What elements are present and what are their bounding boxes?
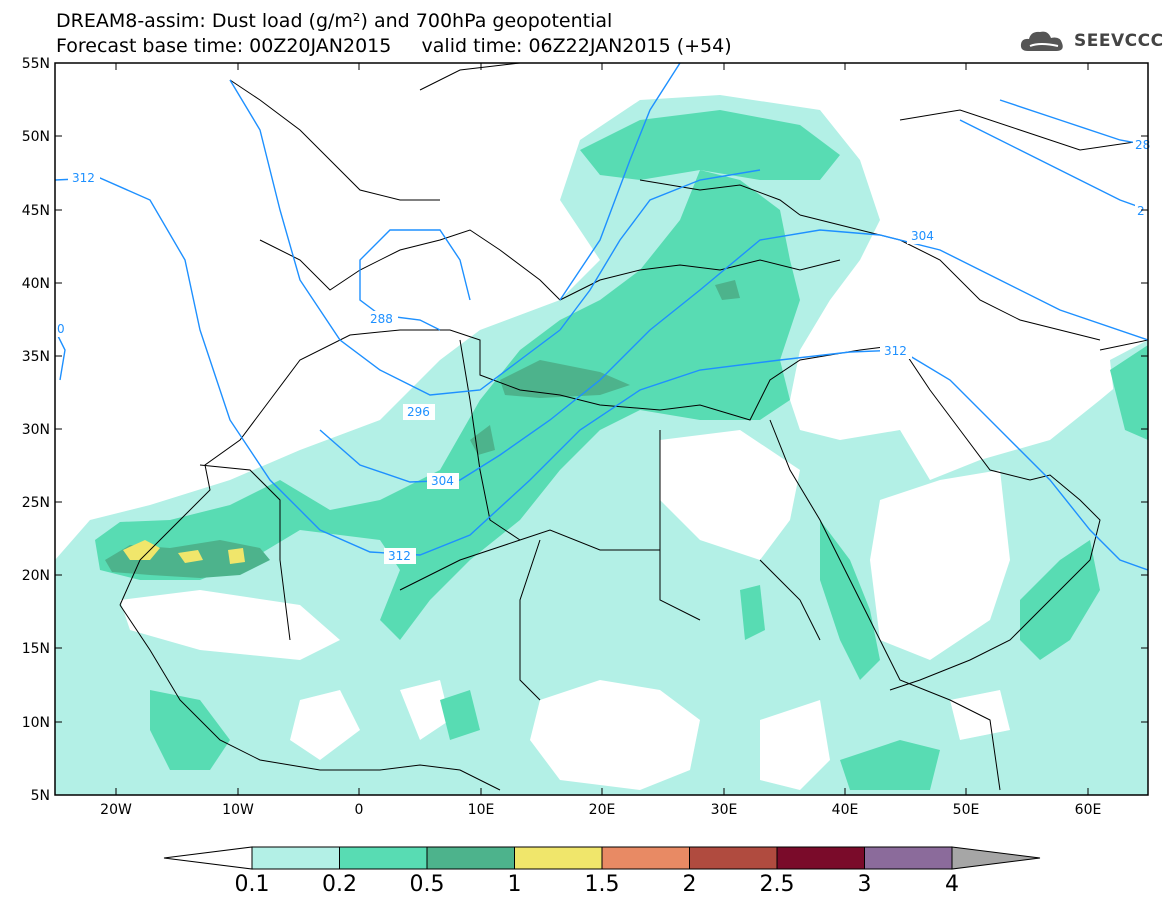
colorbar-label: 2 [683,872,697,897]
lat-label: 5N [31,788,50,804]
lat-label: 10N [22,715,50,731]
lat-label: 45N [22,203,50,219]
colorbar-swatch [514,846,603,870]
contour-label: 312 [884,344,907,358]
lon-label: 60E [1075,802,1102,818]
lat-label: 15N [22,641,50,657]
map-title: DREAM8-assim: Dust load (g/m²) and 700hP… [56,10,613,32]
lon-labels: 20W 10W 0 10E 20E 30E 40E 50E 60E [100,802,1101,818]
lat-label: 40N [22,276,50,292]
contour-label: 312 [72,171,95,185]
colorbar-swatch [689,846,778,870]
lon-axis [115,63,1089,795]
contour-label: 312 [388,549,411,563]
lat-label: 35N [22,349,50,365]
lon-label: 10E [468,802,495,818]
colorbar-swatch [251,846,340,870]
colorbar-under-arrow [163,846,253,870]
dust-load-field [55,95,1148,795]
lat-label: 20N [22,568,50,584]
contour-label: 0 [57,322,65,336]
colorbar-label: 4 [945,872,959,897]
colorbar-label: 1 [508,872,522,897]
colorbar-swatch [864,846,953,870]
lon-label: 30E [711,802,738,818]
colorbar-label: 1.5 [585,872,620,897]
seevccc-logo: SEEVCCC [1018,27,1164,55]
lat-axis [55,62,1148,796]
lat-labels: 55N 50N 45N 40N 35N 30N 25N 20N 15N 10N … [22,56,50,804]
logo-text: SEEVCCC [1074,31,1164,51]
contour-label: 2 [1137,204,1145,218]
colorbar-label: 3 [858,872,872,897]
contour-label: 288 [370,312,393,326]
lon-label: 0 [355,802,364,818]
colorbar-label: 0.2 [322,872,357,897]
colorbar-swatch [601,846,690,870]
contour-label: 304 [911,229,934,243]
colorbar-label: 2.5 [760,872,795,897]
colorbar-swatch [426,846,515,870]
colorbar-over-arrow [951,846,1041,870]
lon-label: 10W [222,802,254,818]
lon-label: 20W [100,802,132,818]
lat-label: 50N [22,129,50,145]
colorbar-label: 0.1 [235,872,270,897]
contour-label: 304 [431,474,454,488]
colorbar-swatch [339,846,428,870]
contour-label: 296 [407,405,430,419]
lon-label: 20E [589,802,616,818]
map-subtitle: Forecast base time: 00Z20JAN2015 valid t… [56,35,732,57]
colorbar-label: 0.5 [410,872,445,897]
lon-label: 40E [832,802,859,818]
lat-label: 25N [22,495,50,511]
lat-label: 30N [22,422,50,438]
colorbar-swatch [776,846,865,870]
contour-labels: 312 288 296 304 312 304 312 28 2 0 [55,137,1150,564]
lon-label: 50E [953,802,980,818]
cloud-icon [1020,31,1063,51]
contour-label: 28 [1135,138,1150,152]
colorbar: 0.1 0.2 0.5 1 1.5 2 2.5 3 4 [163,846,1041,897]
lat-label: 55N [22,56,50,72]
coastlines [119,63,1148,791]
